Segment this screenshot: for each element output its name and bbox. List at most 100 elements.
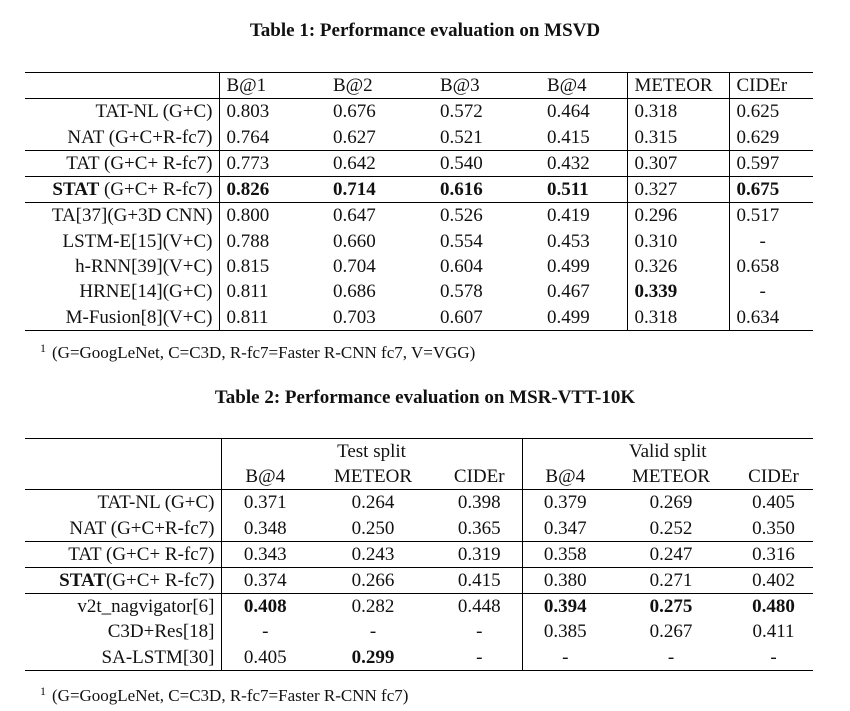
table2-header: METEOR: [608, 464, 734, 491]
table1-header: CIDEr: [729, 71, 813, 100]
table-row: NAT (G+C+R-fc7) 0.348 0.250 0.365 0.347 …: [25, 515, 813, 542]
table2-group-header: Test split: [221, 438, 523, 465]
cell: 0.319: [437, 541, 523, 569]
row-label: TA[37](G+3D CNN): [25, 202, 220, 229]
cell: 0.411: [752, 621, 795, 643]
cell: 0.499: [540, 304, 628, 331]
table2-header-row: B@4 METEOR CIDEr B@4 METEOR CIDEr: [25, 464, 813, 491]
cell: 0.398: [437, 489, 523, 516]
cell: -: [522, 644, 608, 671]
row-label: h-RNN[39](V+C): [25, 254, 220, 280]
row-label: STAT(G+C+ R-fc7): [25, 567, 222, 595]
row-label: TAT-NL (G+C): [25, 489, 222, 516]
row-label: NAT (G+C+R-fc7): [25, 515, 222, 542]
cell: 0.271: [608, 567, 734, 595]
cell: 0.572: [440, 101, 483, 123]
cell: 0.315: [627, 124, 730, 151]
cell: 0.343: [221, 541, 309, 569]
cell: 0.379: [543, 492, 587, 514]
table-row: HRNE[14](G+C) 0.811 0.686 0.578 0.467 0.…: [25, 279, 813, 305]
row-label: TAT-NL (G+C): [25, 98, 220, 125]
cell: 0.448: [437, 593, 523, 620]
cell: 0.348: [221, 515, 309, 542]
cell: 0.627: [326, 124, 433, 151]
cell: 0.675: [729, 176, 813, 204]
row-label: TAT (G+C+ R-fc7): [25, 150, 220, 178]
cell: 0.247: [608, 541, 734, 569]
cell: 0.517: [736, 205, 780, 227]
cell: 0.826: [219, 176, 326, 204]
table2-caption: Table 2: Performance evaluation on MSR-V…: [214, 387, 636, 408]
cell: -: [437, 644, 523, 671]
cell: 0.800: [226, 205, 270, 227]
table1-header: B@4: [540, 71, 628, 100]
table2: Test split Valid split B@4 METEOR CIDEr …: [25, 438, 813, 671]
footnote-text: (G=GoogLeNet, C=C3D, R-fc7=Faster R-CNN …: [52, 343, 476, 362]
cell: 0.554: [440, 230, 483, 252]
cell: 0.803: [226, 101, 270, 123]
row-label: LSTM-E[15](V+C): [25, 228, 220, 255]
cell: -: [369, 621, 377, 643]
cell: -: [759, 281, 766, 303]
cell: 0.371: [243, 492, 287, 514]
cell: 0.243: [309, 541, 437, 569]
cell: 0.616: [433, 176, 540, 204]
footnote-mark: 1: [40, 684, 46, 698]
table-row: h-RNN[39](V+C) 0.815 0.704 0.604 0.499 0…: [25, 254, 813, 280]
cell: 0.266: [309, 567, 437, 595]
table-row: C3D+Res[18] - - - 0.385 0.267 0.411: [25, 619, 813, 645]
table2-header: B@4: [522, 464, 608, 491]
cell: 0.405: [752, 492, 795, 514]
cell: 0.350: [734, 515, 813, 542]
table1-footnote: 1 (G=GoogLeNet, C=C3D, R-fc7=Faster R-CNN…: [40, 338, 475, 363]
cell: 0.480: [752, 596, 795, 618]
method-name-bold: STAT: [52, 179, 100, 201]
table1-header: B@3: [433, 71, 540, 100]
table2-corner: [25, 438, 222, 465]
cell: 0.464: [540, 98, 628, 125]
row-label: NAT (G+C+R-fc7): [25, 124, 220, 151]
cell: 0.374: [221, 567, 309, 595]
table-row: STAT(G+C+ R-fc7) 0.374 0.266 0.415 0.380…: [25, 567, 813, 595]
cell: 0.625: [736, 101, 780, 123]
cell: 0.267: [649, 621, 693, 643]
cell: -: [437, 619, 523, 645]
cell: 0.408: [243, 596, 287, 618]
cell: 0.250: [309, 515, 437, 542]
table2-header: METEOR: [309, 464, 437, 491]
cell: 0.316: [734, 541, 813, 569]
table2-group-header: Valid split: [522, 438, 813, 465]
cell: 0.318: [627, 304, 730, 331]
cell: 0.499: [540, 254, 628, 280]
method-name-bold: STAT: [59, 570, 106, 592]
cell: 0.402: [734, 567, 813, 595]
cell: 0.521: [433, 124, 540, 151]
cell: 0.269: [649, 492, 693, 514]
row-label: HRNE[14](G+C): [25, 279, 220, 305]
cell: 0.686: [333, 281, 376, 303]
cell: 0.811: [219, 304, 326, 331]
row-label: SA-LSTM[30]: [25, 644, 222, 671]
method-features: (G+C+ R-fc7): [106, 570, 215, 592]
row-label: v2t_nagvigator[6]: [25, 593, 222, 620]
cell: -: [608, 644, 734, 671]
cell: 0.299: [309, 644, 437, 671]
table-row: LSTM-E[15](V+C) 0.788 0.660 0.554 0.453 …: [25, 228, 813, 255]
cell: 0.467: [540, 279, 628, 305]
table2-group-header-row: Test split Valid split: [25, 438, 813, 465]
cell: -: [759, 230, 766, 252]
cell: 0.296: [627, 202, 730, 229]
cell: 0.432: [540, 150, 628, 178]
cell: 0.327: [627, 176, 730, 204]
cell: 0.318: [627, 98, 730, 125]
cell: 0.597: [729, 150, 813, 178]
table-row: TAT-NL (G+C) 0.371 0.264 0.398 0.379 0.2…: [25, 489, 813, 516]
cell: 0.642: [326, 150, 433, 178]
table-row: STAT (G+C+ R-fc7) 0.826 0.714 0.616 0.51…: [25, 176, 813, 204]
cell: 0.764: [219, 124, 326, 151]
table-row: TAT (G+C+ R-fc7) 0.343 0.243 0.319 0.358…: [25, 541, 813, 569]
table2-corner: [25, 464, 222, 491]
cell: 0.415: [540, 124, 628, 151]
cell: 0.358: [522, 541, 608, 569]
method-features: (G+C+ R-fc7): [99, 179, 213, 201]
